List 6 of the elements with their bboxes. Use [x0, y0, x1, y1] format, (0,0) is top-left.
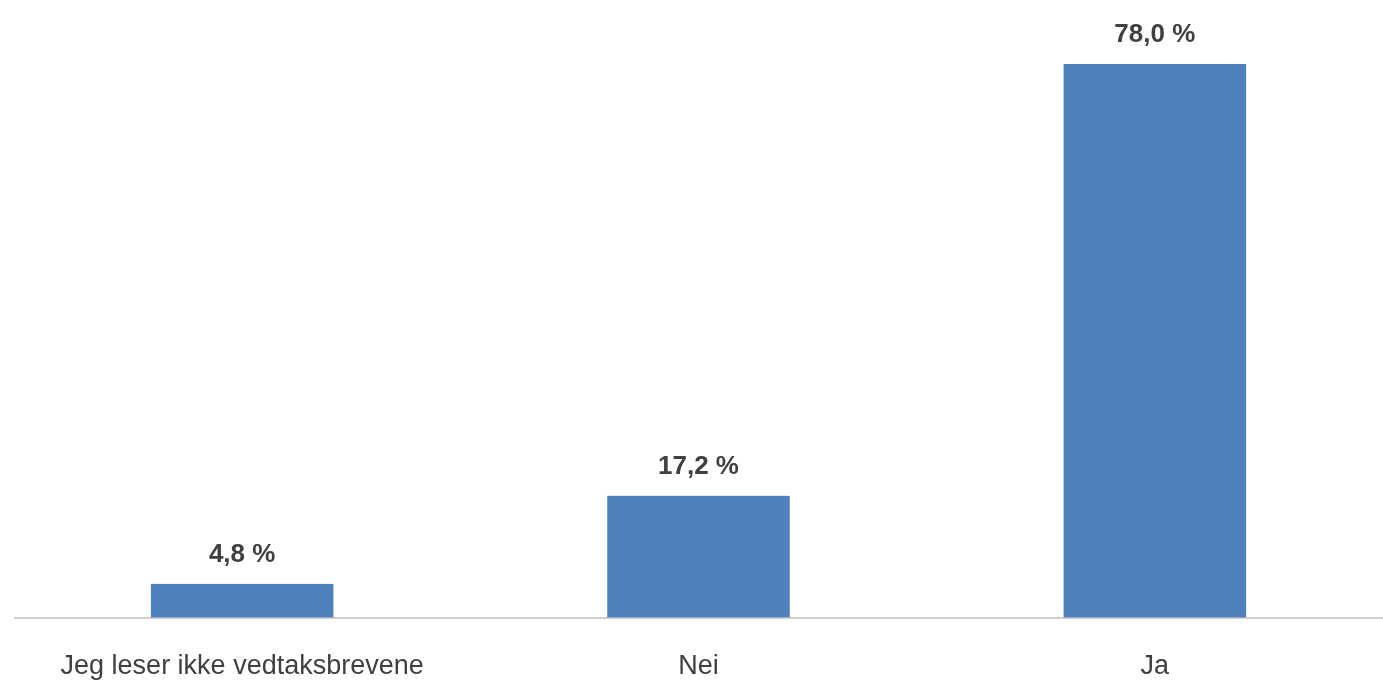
data-label: 4,8 % — [208, 537, 276, 568]
data-label: 78,0 % — [1114, 18, 1196, 48]
x-tick-label: Nei — [678, 650, 719, 680]
data-label: 17,2 % — [658, 449, 739, 480]
x-tick-label: Ja — [1140, 650, 1171, 680]
x-tick-label: Jeg leser ikke vedtaksbrevene — [60, 650, 424, 680]
